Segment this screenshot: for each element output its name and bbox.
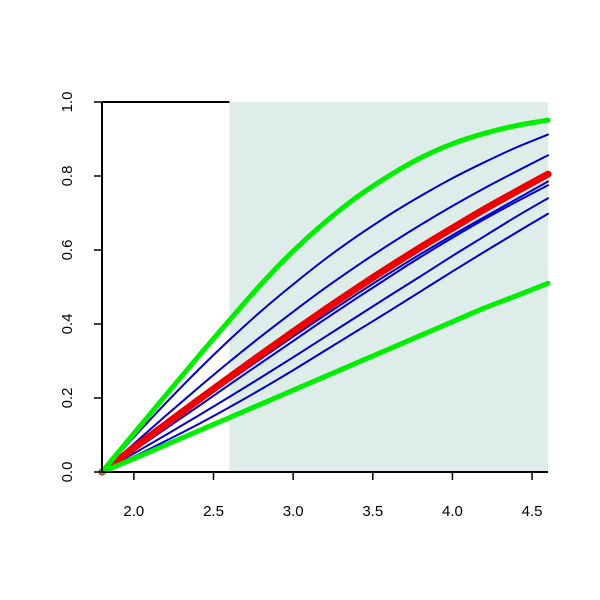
x-tick-label: 4.5 xyxy=(522,503,543,520)
y-tick-label: 0.0 xyxy=(59,462,76,483)
y-tick-label: 0.8 xyxy=(59,166,76,187)
axes-layer: 2.0 2.5 3.0 3.5 4.0 4.5 0.0 0.2 0.4 0.6 0.8 1.0 xyxy=(59,92,548,520)
y-tick-label: 0.2 xyxy=(59,388,76,409)
series-line-5 xyxy=(101,197,549,473)
x-tick-label: 3.5 xyxy=(362,503,383,520)
series-line-8 xyxy=(99,117,551,475)
y-tick-label: 1.0 xyxy=(59,92,76,113)
x-tick-label: 2.5 xyxy=(203,503,224,520)
series-line-4 xyxy=(101,184,549,473)
x-tick-label: 3.0 xyxy=(283,503,304,520)
series-line-1 xyxy=(101,133,549,473)
y-tick-label: 0.6 xyxy=(59,240,76,261)
series-layer xyxy=(98,117,552,476)
series-line-7 xyxy=(98,170,552,476)
series-line-2 xyxy=(101,154,549,473)
x-tick-label: 4.0 xyxy=(442,503,463,520)
shaded-region xyxy=(229,102,548,472)
y-tick-label: 0.4 xyxy=(59,314,76,335)
x-tick-label: 2.0 xyxy=(123,503,144,520)
series-line-6 xyxy=(101,212,549,473)
series-line-9 xyxy=(99,280,551,475)
